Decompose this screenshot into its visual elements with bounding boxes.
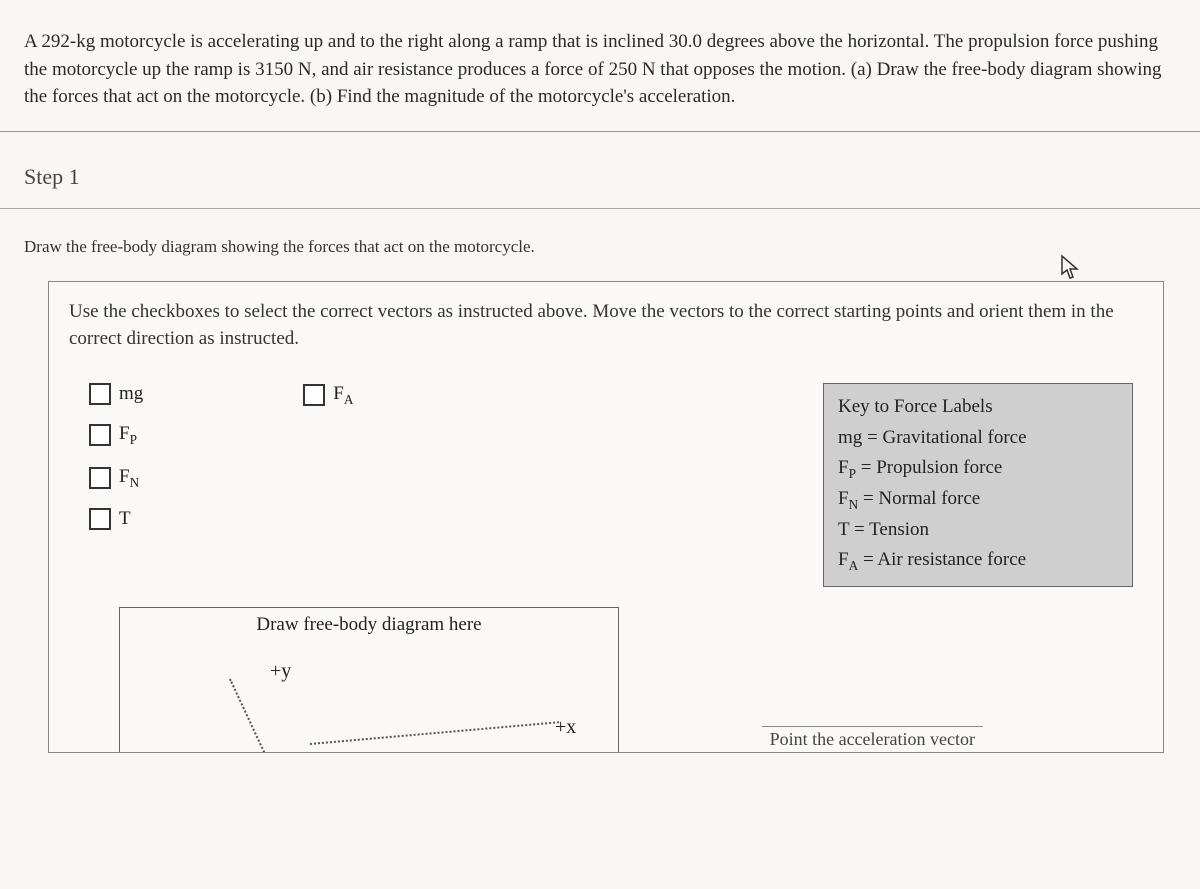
key-row-fn: FN = Normal force (838, 484, 1118, 515)
key-row-mg: mg = Gravitational force (838, 423, 1118, 452)
checkbox-item-mg: mg (89, 383, 143, 405)
checkbox-label-t: T (119, 508, 131, 530)
key-row-fp: FP = Propulsion force (838, 453, 1118, 484)
checkbox-t[interactable] (89, 508, 111, 530)
diagram-container: Use the checkboxes to select the correct… (48, 281, 1164, 754)
free-body-draw-area[interactable]: Draw free-body diagram here +y +x (119, 607, 619, 752)
dashed-guide-2 (310, 721, 559, 745)
checkbox-item-fn: FN (89, 466, 143, 491)
checkbox-item-fp: FP (89, 423, 143, 448)
checkbox-fn[interactable] (89, 467, 111, 489)
step-header: Step 1 (0, 132, 1200, 209)
key-row-t: T = Tension (838, 515, 1118, 544)
checkbox-fa[interactable] (303, 384, 325, 406)
checkbox-label-fn: FN (119, 466, 139, 491)
checkbox-fp[interactable] (89, 424, 111, 446)
checkbox-mg[interactable] (89, 383, 111, 405)
checkbox-column-2: FA (173, 383, 353, 408)
dashed-guide-1 (229, 679, 290, 752)
checkbox-item-fa: FA (303, 383, 353, 408)
cutoff-text: Point the acceleration vector (762, 726, 983, 750)
checkbox-label-mg: mg (119, 383, 143, 405)
cursor-icon (1060, 254, 1080, 287)
problem-statement: A 292-kg motorcycle is accelerating up a… (0, 0, 1200, 132)
checkbox-label-fa: FA (333, 383, 353, 408)
force-labels-key: Key to Force Labels mg = Gravitational f… (823, 383, 1133, 588)
axis-x-label: +x (555, 716, 576, 739)
controls-row: mg FP FN T FA Key to Force Labels m (69, 383, 1143, 588)
key-title: Key to Force Labels (838, 392, 1118, 421)
diagram-instructions: Use the checkboxes to select the correct… (69, 298, 1143, 353)
step-instruction: Draw the free-body diagram showing the f… (0, 209, 1200, 269)
draw-area-title: Draw free-body diagram here (120, 608, 618, 636)
key-row-fa: FA = Air resistance force (838, 545, 1118, 576)
checkbox-column-1: mg FP FN T (69, 383, 143, 531)
checkbox-label-fp: FP (119, 423, 137, 448)
axis-y-label: +y (270, 660, 291, 683)
checkbox-item-t: T (89, 508, 143, 530)
